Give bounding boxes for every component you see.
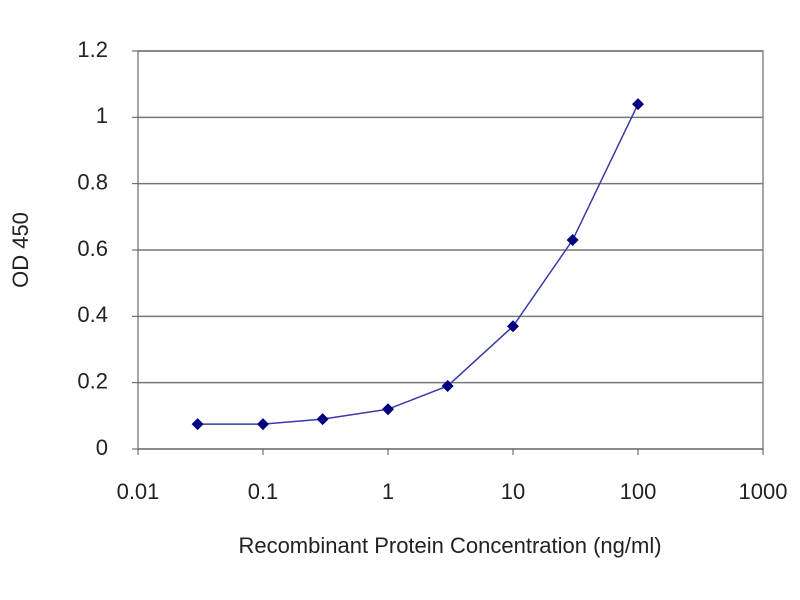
y-tick-label: 1	[96, 103, 108, 128]
y-axis-label: OD 450	[8, 212, 33, 288]
y-tick-label: 0.2	[77, 368, 108, 393]
data-point	[507, 320, 519, 333]
x-tick-label: 10	[501, 479, 525, 504]
y-tick-label: 0.8	[77, 169, 108, 194]
data-point	[632, 98, 644, 111]
x-tick-label: 1	[382, 479, 394, 504]
data-point	[566, 234, 579, 247]
data-line	[197, 103, 639, 425]
data-point	[257, 418, 269, 431]
data-point	[191, 418, 204, 431]
y-tick-label: 0	[96, 435, 108, 460]
x-tick-label: 0.1	[248, 479, 279, 504]
y-tick-label: 1.2	[77, 37, 108, 62]
x-tick-label: 1000	[739, 479, 788, 504]
x-tick-label: 0.01	[117, 479, 160, 504]
y-tick-label: 0.6	[77, 236, 108, 261]
data-point	[441, 379, 454, 392]
y-tick-label: 0.4	[77, 302, 108, 327]
x-axis-label: Recombinant Protein Concentration (ng/ml…	[238, 533, 661, 558]
data-point	[316, 413, 329, 426]
data-point	[382, 403, 394, 416]
x-tick-label: 100	[620, 479, 657, 504]
